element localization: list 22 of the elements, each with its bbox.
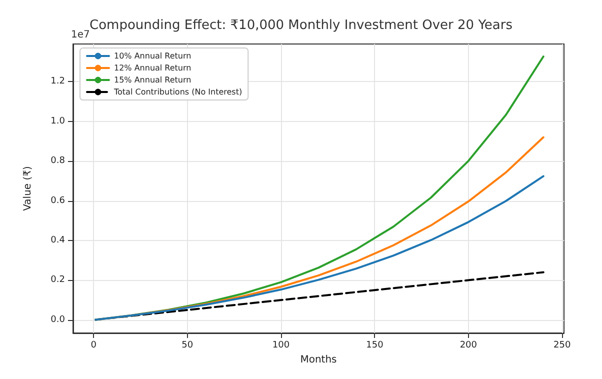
legend-label: 15% Annual Return	[114, 76, 192, 84]
x-tick-label: 0	[90, 340, 97, 350]
y-tick-label: 0.2	[50, 275, 65, 286]
y-axis-title: Value (₹)	[22, 166, 34, 211]
x-tick-label: 200	[460, 340, 478, 350]
x-tick-label: 150	[366, 340, 384, 350]
y-tick-label: 0.4	[50, 236, 66, 246]
y-tick-label: 0.8	[50, 156, 66, 166]
line-series	[94, 175, 544, 321]
y-tick-label: 1.2	[50, 76, 65, 87]
y-tick-label: 1.0	[50, 116, 66, 126]
legend-label: Total Contributions (No Interest)	[113, 88, 242, 96]
x-tick-label: 50	[182, 340, 194, 350]
y-tick-label: 0.0	[50, 314, 66, 325]
x-tick-label: 100	[272, 340, 290, 350]
x-axis-title: Months	[300, 354, 337, 366]
legend-label: 12% Annual Return	[114, 64, 192, 72]
text: 1e7	[71, 30, 90, 40]
x-tick-label: 250	[554, 340, 571, 350]
legend-label: 10% Annual Return	[114, 52, 192, 60]
y-tick-label: 0.6	[50, 196, 66, 206]
chart-title: Compounding Effect: ₹10,000 Monthly Investment Over 20 Years	[89, 18, 513, 33]
